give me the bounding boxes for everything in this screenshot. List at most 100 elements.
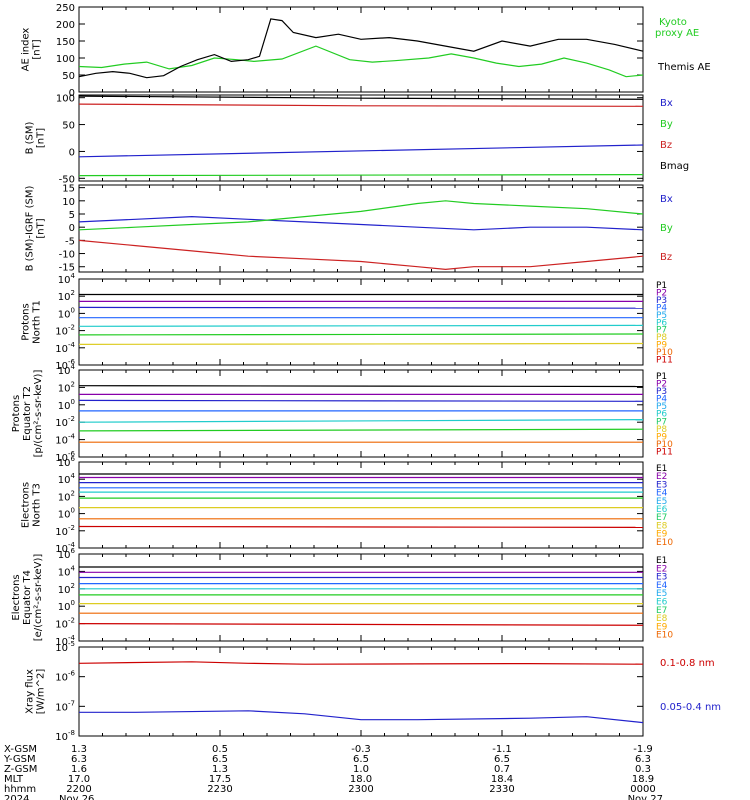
series-line (78, 428, 644, 432)
channel-label: P11 (656, 356, 673, 366)
panel-frame (78, 369, 644, 458)
footer-value: 18.9 (632, 774, 654, 785)
y-tick-label: -15 (59, 263, 75, 274)
channel-label: P5 (656, 402, 667, 412)
panel-frame (78, 461, 644, 549)
footer-value: 6.3 (71, 754, 87, 765)
y-tick-label: 10-2 (55, 324, 75, 338)
channel-label: P2 (656, 380, 667, 390)
panel-title-line: North T3 (32, 483, 43, 527)
channel-label: E8 (656, 614, 668, 624)
y-tick-label: -10 (59, 250, 75, 261)
series-line (78, 174, 644, 177)
channel-label: E4 (656, 581, 668, 591)
channel-label: P7 (656, 326, 667, 336)
channel-label: P6 (656, 318, 667, 328)
footer-value: 0.3 (635, 764, 651, 775)
series-line (78, 333, 644, 336)
footer-value: 0.7 (494, 764, 510, 775)
legend-field: Bx (660, 98, 673, 109)
channel-label: E2 (656, 564, 667, 574)
legend-kyoto: Kyoto (659, 17, 687, 28)
y-tick-label: 104 (58, 363, 76, 377)
panel-title-line: Equator T4 (22, 570, 33, 625)
y-tick-label: 100 (58, 306, 75, 320)
y-tick-label: -5 (65, 236, 75, 247)
panel-title: B (SM) [nT] (25, 121, 47, 154)
series-line (78, 306, 644, 309)
panel-title-line: Equator T2 (22, 386, 33, 441)
y-tick-label: 200 (56, 20, 75, 31)
channel-label: P4 (656, 395, 667, 405)
y-tick-label: -50 (59, 174, 75, 185)
y-tick-label: 104 (58, 472, 76, 486)
channel-label: P1 (656, 281, 667, 291)
series-line (78, 18, 644, 79)
series-line (78, 95, 644, 100)
footer-value: Nov 27 (628, 794, 663, 800)
y-tick-label: 5 (69, 210, 75, 221)
channel-label: P8 (656, 333, 667, 343)
footer-value: -1.1 (492, 744, 512, 755)
channel-label: E1 (656, 464, 667, 474)
panel-title-line: [nT] (36, 128, 47, 148)
channel-label: E10 (656, 538, 673, 548)
panel-frame (78, 94, 644, 182)
legend-kyoto: proxy AE (655, 28, 699, 39)
panel-title-line: AE index (21, 28, 32, 72)
panel-title-line: [W/m^2] (36, 669, 47, 715)
panel-title-line: Electrons (21, 482, 32, 528)
panel-title: B (SM)-IGRF (SM) [nT] (25, 186, 47, 272)
channel-label: E10 (656, 631, 673, 641)
legend-themis: Themis AE (657, 62, 711, 73)
panel-frame (78, 646, 644, 737)
footer-value: 2300 (348, 784, 373, 795)
footer-value: 2230 (207, 784, 232, 795)
y-tick-label: 104 (58, 564, 76, 578)
footer-value: 1.3 (212, 764, 228, 775)
series-line (78, 215, 644, 231)
panel-title: Protons Equator T2 [p/(cm²-s-sr-keV)] (11, 370, 44, 458)
footer-value: 17.5 (209, 774, 231, 785)
footer-row-label: Z-GSM (4, 764, 37, 775)
y-tick-label: 106 (58, 455, 76, 469)
series-line (78, 622, 644, 626)
footer-row-label: Y-GSM (3, 754, 36, 765)
panel-title: Electrons North T3 (21, 482, 43, 528)
channel-label: P9 (656, 341, 667, 351)
y-tick-label: 10-4 (55, 341, 75, 355)
channel-label: E1 (656, 556, 667, 566)
footer-value: 0000 (630, 784, 655, 795)
channel-label: P3 (656, 296, 667, 306)
series-line (78, 45, 644, 78)
y-tick-label: 100 (58, 599, 75, 613)
panel-title-line: B (SM) (25, 121, 36, 154)
channel-label: P3 (656, 387, 667, 397)
panel-title-line: [p/(cm²-s-sr-keV)] (33, 370, 44, 458)
footer-row-label: 2024 (4, 794, 29, 800)
series-line (78, 342, 644, 345)
panel-title-line: [e/(cm²-s-sr-keV)] (33, 554, 44, 642)
footer-value: 18.0 (350, 774, 372, 785)
channel-label: P5 (656, 311, 667, 321)
panel-title-line: Electrons (11, 574, 22, 620)
y-tick-label: 50 (62, 71, 75, 82)
footer-value: -0.3 (351, 744, 371, 755)
legend-field: Bmag (660, 161, 689, 172)
channel-label: P10 (656, 440, 673, 450)
y-tick-label: 106 (58, 547, 76, 561)
series-line (79, 710, 644, 724)
channel-label: E5 (656, 589, 667, 599)
legend-field: Bx (660, 194, 673, 205)
channel-label: P10 (656, 348, 673, 358)
panel-title: Electrons Equator T4 [e/(cm²-s-sr-keV)] (11, 554, 44, 642)
footer-value: Nov 26 (59, 794, 94, 800)
panel-title-line: Protons (11, 395, 22, 432)
y-tick-label: 102 (58, 289, 75, 303)
panel-title: Xray flux [W/m^2] (25, 669, 47, 715)
series-line (78, 661, 644, 665)
y-tick-label: 10-2 (55, 524, 75, 538)
footer-value: 2200 (66, 784, 91, 795)
series-line (78, 144, 644, 158)
y-tick-label: 0 (69, 88, 75, 99)
